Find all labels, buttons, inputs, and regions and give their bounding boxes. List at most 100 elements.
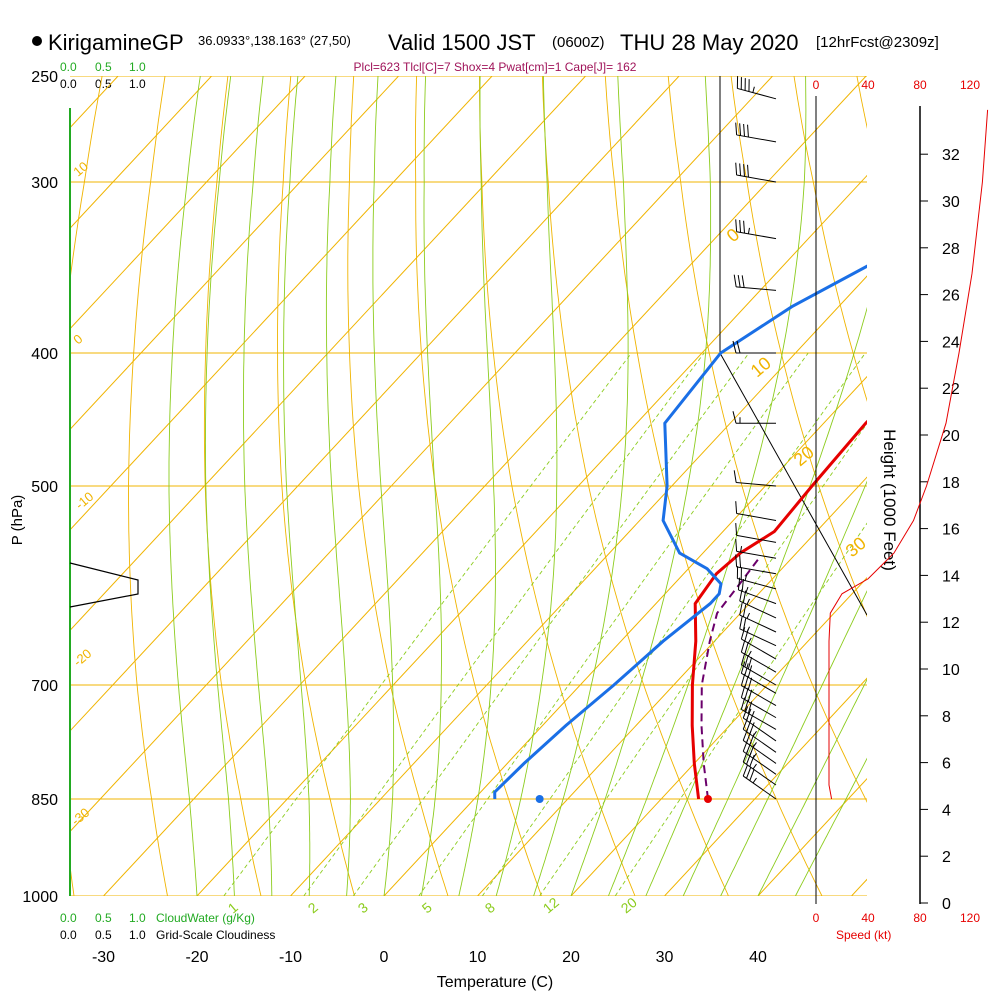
pressure-tick: 400	[31, 346, 58, 363]
cloudiness-tick: 0.0	[60, 928, 77, 942]
wind-barb	[733, 341, 776, 353]
isotherm-label: 10	[747, 353, 775, 381]
valid-date: THU 28 May 2020	[620, 30, 799, 55]
pressure-axis-title: P (hPa)	[9, 495, 26, 546]
cloudiness-tick: 0.5	[95, 77, 112, 91]
wind-barb-staff	[741, 686, 776, 706]
temperature-tick: -30	[92, 949, 115, 966]
wind-barb-staff	[737, 88, 776, 98]
cloudiness-tick: 0.0	[60, 77, 77, 91]
surface-dewpoint-marker	[536, 795, 544, 803]
height-tick: 14	[942, 568, 960, 585]
speed-tick: 40	[861, 911, 875, 925]
wind-barb-feather	[736, 219, 737, 231]
wind-speed-profile	[829, 110, 988, 799]
isotherm-label: -10	[72, 489, 96, 513]
height-tick: 20	[942, 428, 960, 445]
wind-barb-feather	[736, 123, 737, 135]
mixing-ratio-label: 8	[482, 899, 498, 916]
dry-adiabat	[920, 76, 1000, 896]
wind-barb-feather	[741, 640, 744, 652]
wind-barbs	[733, 76, 776, 799]
height-tick: 8	[942, 709, 951, 726]
height-tick: 32	[942, 147, 960, 164]
wind-barb-feather	[740, 617, 742, 629]
temperature-tick: 20	[562, 949, 580, 966]
wind-barb-feather	[747, 767, 751, 779]
speed-label: Speed (kt)	[836, 928, 891, 942]
wind-barb-feather	[748, 125, 749, 137]
speed-tick: 0	[813, 911, 820, 925]
temperature-tick: -20	[185, 949, 208, 966]
dry-adiabat	[983, 76, 1000, 896]
stability-indices: Plcl=623 Tlcl[C]=7 Shox=4 Pwat[cm]=1 Cap…	[354, 60, 637, 74]
height-tick: 12	[942, 615, 960, 632]
wind-barb-half	[748, 651, 751, 656]
cloud-water-tick: 1.0	[129, 911, 146, 925]
temperature-axis: -30 -20 -10 0 10 20 30 40	[92, 949, 767, 966]
isotherm-label: 30	[842, 533, 870, 561]
height-tick: 16	[942, 522, 960, 539]
forecast-info: [12hrFcst@2309z]	[816, 34, 939, 51]
temperature-tick: 0	[380, 949, 389, 966]
mixing-ratio-label: 12	[540, 894, 562, 916]
temperature-tick: 40	[749, 949, 767, 966]
isotherm-label: 0	[70, 331, 85, 347]
speed-scale-top: 0 40 80 120	[813, 78, 981, 92]
surface-temperature-marker	[704, 795, 712, 803]
wind-barb-half	[748, 228, 749, 234]
speed-tick: 80	[913, 911, 927, 925]
wind-barb-feather	[736, 501, 737, 513]
cloudiness-tick: 1.0	[129, 928, 146, 942]
wind-barb-feather	[743, 765, 747, 777]
height-tick: 2	[942, 849, 951, 866]
bottom-scales: 0.0 0.5 1.0 CloudWater (g/Kg) 0.0 0.5 1.…	[60, 911, 980, 942]
speed-tick: 120	[960, 911, 980, 925]
mixing-ratio-line	[419, 353, 808, 896]
wind-barb-feather	[744, 221, 745, 233]
wind-barb	[737, 76, 776, 99]
temperature-axis-title: Temperature (C)	[437, 974, 553, 991]
wind-barb-staff	[743, 751, 776, 774]
wind-barb-half	[753, 778, 756, 783]
cloudiness-profile	[70, 563, 138, 607]
mixing-ratio-label: 3	[355, 899, 371, 916]
height-tick: 10	[942, 662, 960, 679]
temperature-tick: -10	[279, 949, 302, 966]
wind-barb-feather	[736, 539, 737, 551]
wind-barb-half	[746, 587, 748, 593]
wind-barb-feather	[736, 163, 737, 175]
height-tick: 18	[942, 475, 960, 492]
isotherm-line	[0, 76, 25, 896]
cloud-water-scale-top: 0.0 0.5 1.0 0.0 0.5 1.0	[60, 60, 146, 91]
temperature-tick: 10	[469, 949, 487, 966]
wind-barb-staff	[737, 567, 776, 574]
speed-tick: 0	[813, 78, 820, 92]
wind-barb-feather	[745, 642, 748, 654]
wind-barb-feather	[740, 123, 741, 135]
isotherm-label: -30	[68, 805, 92, 829]
mixing-ratio-line	[482, 353, 865, 896]
wind-barb	[740, 603, 776, 632]
cloud-water-label: CloudWater (g/Kg)	[156, 911, 255, 925]
mixing-ratio-label: 2	[305, 899, 321, 916]
pressure-tick: 700	[31, 678, 58, 695]
wind-barb-feather	[740, 163, 741, 175]
dry-adiabat	[857, 76, 1000, 896]
temperature-tick: 30	[656, 949, 674, 966]
station-coords: 36.0933°,138.163° (27,50)	[198, 33, 351, 48]
height-tick: 0	[942, 896, 951, 913]
wind-barb-feather	[744, 124, 745, 136]
wind-barb-feather	[748, 165, 749, 177]
wind-barb-feather	[740, 220, 741, 232]
wind-barb	[736, 123, 776, 142]
wind-barb	[734, 470, 776, 486]
mixing-ratio-line	[353, 353, 749, 896]
speed-tick: 40	[861, 78, 875, 92]
cloud-water-tick: 0.0	[60, 60, 77, 74]
wind-barb-feather	[743, 605, 745, 617]
wind-barb-staff	[737, 135, 776, 142]
isotherm-label: -20	[70, 646, 94, 670]
wind-barb-half	[747, 613, 750, 618]
